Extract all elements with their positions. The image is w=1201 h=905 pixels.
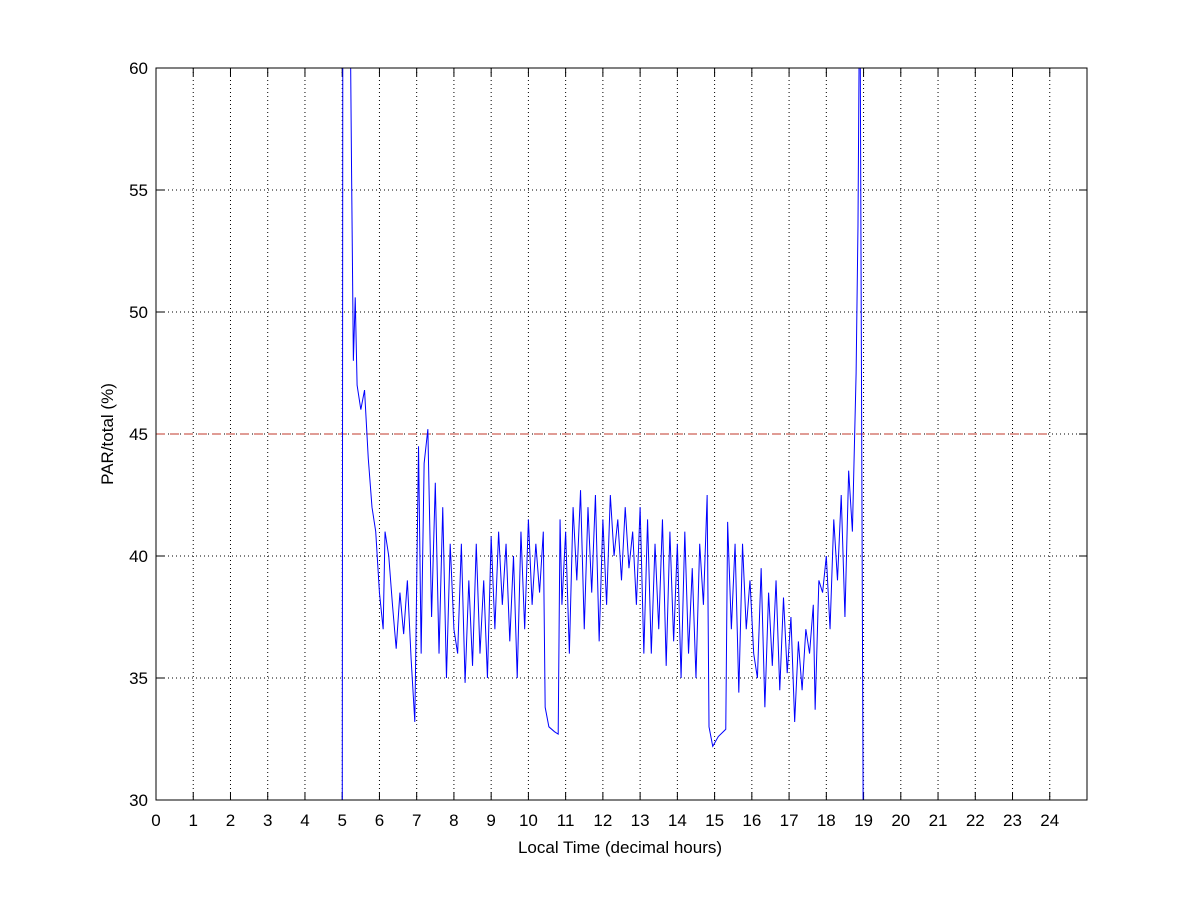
y-tick-label: 60 [129,59,148,78]
x-tick-label: 24 [1040,811,1059,830]
x-tick-label: 17 [780,811,799,830]
x-tick-label: 7 [412,811,421,830]
x-tick-label: 9 [486,811,495,830]
y-tick-label: 30 [129,791,148,810]
x-tick-label: 22 [966,811,985,830]
x-tick-label: 1 [189,811,198,830]
x-tick-label: 5 [337,811,346,830]
plot-frame [155,67,1088,801]
x-tick-label: 23 [1003,811,1022,830]
plot-area [341,68,864,800]
x-tick-label: 14 [668,811,687,830]
x-tick-label: 12 [593,811,612,830]
x-tick-label: 13 [631,811,650,830]
x-tick-label: 4 [300,811,309,830]
x-tick-label: 20 [891,811,910,830]
data-line [341,68,864,800]
x-tick-label: 0 [151,811,160,830]
x-tick-label: 19 [854,811,873,830]
y-tick-label: 40 [129,547,148,566]
x-tick-label: 3 [263,811,272,830]
y-axis-label: PAR/total (%) [98,383,117,485]
x-tick-label: 8 [449,811,458,830]
x-tick-label: 11 [557,811,575,830]
x-tick-label: 2 [226,811,235,830]
x-tick-label: 6 [375,811,384,830]
x-tick-label: 15 [705,811,724,830]
x-tick-label: 21 [929,811,948,830]
x-axis-label: Local Time (decimal hours) [518,838,722,857]
y-tick-label: 45 [129,425,148,444]
y-tick-label: 35 [129,669,148,688]
y-tick-label: 55 [129,181,148,200]
x-tick-label: 10 [519,811,538,830]
x-tick-label: 16 [742,811,761,830]
x-tick-label: 18 [817,811,836,830]
y-tick-label: 50 [129,303,148,322]
